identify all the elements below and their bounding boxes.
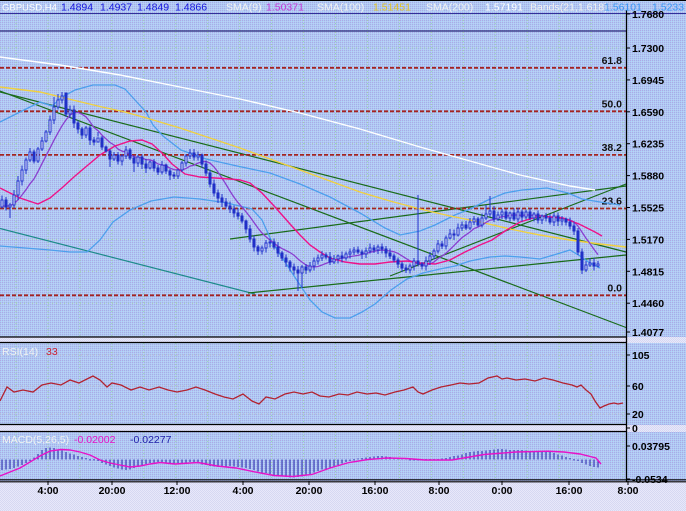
svg-text:105: 105 (632, 350, 650, 362)
svg-text:1.4077: 1.4077 (632, 327, 664, 339)
svg-text:SMA(200): SMA(200) (426, 2, 473, 14)
svg-text:1.6590: 1.6590 (632, 107, 664, 119)
svg-text:0:00: 0:00 (491, 485, 512, 497)
svg-text:1.4460: 1.4460 (632, 298, 664, 310)
svg-text:12:00: 12:00 (164, 485, 191, 497)
svg-text:8:00: 8:00 (428, 485, 449, 497)
svg-text:1.57191: 1.57191 (485, 2, 523, 14)
svg-text:1.6235: 1.6235 (632, 139, 664, 151)
svg-text:33: 33 (46, 346, 58, 358)
svg-text:61.8: 61.8 (602, 55, 623, 67)
svg-text:4:00: 4:00 (232, 485, 253, 497)
svg-text:38.2: 38.2 (602, 142, 623, 154)
svg-text:60: 60 (632, 381, 644, 393)
svg-text:1.4866: 1.4866 (175, 2, 207, 14)
svg-text:1.5525: 1.5525 (632, 203, 664, 215)
svg-text:1.4937: 1.4937 (100, 2, 132, 14)
svg-text:1.4849: 1.4849 (137, 2, 169, 14)
svg-text:1.7680: 1.7680 (632, 9, 664, 21)
svg-text:SMA(9): SMA(9) (226, 2, 262, 14)
svg-text:1.6945: 1.6945 (632, 75, 664, 87)
svg-text:-0.02277: -0.02277 (130, 434, 172, 446)
svg-text:Bands(21,1.618): Bands(21,1.618) (530, 2, 608, 14)
svg-text:1.4815: 1.4815 (632, 266, 664, 278)
svg-text:16:00: 16:00 (362, 485, 389, 497)
svg-text:MACD(5,26,5): MACD(5,26,5) (2, 434, 69, 446)
svg-text:1.56101: 1.56101 (604, 2, 642, 14)
svg-text:1.50371: 1.50371 (266, 2, 304, 14)
svg-text:RSI(14): RSI(14) (2, 346, 38, 358)
svg-text:20:00: 20:00 (99, 485, 126, 497)
svg-text:GBPUSD,H4: GBPUSD,H4 (2, 3, 57, 14)
svg-text:0.0: 0.0 (607, 282, 622, 294)
svg-text:4:00: 4:00 (37, 485, 58, 497)
svg-text:-0.0534: -0.0534 (632, 474, 668, 486)
svg-text:SMA(100): SMA(100) (317, 2, 364, 14)
svg-text:20: 20 (632, 409, 644, 421)
svg-text:0: 0 (632, 423, 638, 435)
svg-text:1.5233: 1.5233 (652, 2, 684, 14)
svg-text:8:00: 8:00 (617, 485, 638, 497)
svg-text:50.0: 50.0 (602, 98, 623, 110)
svg-text:23.6: 23.6 (602, 196, 623, 208)
svg-text:1.51451: 1.51451 (373, 2, 411, 14)
svg-text:20:00: 20:00 (296, 485, 323, 497)
svg-text:1.5880: 1.5880 (632, 171, 664, 183)
svg-text:0.03795: 0.03795 (632, 441, 670, 453)
svg-text:-0.02002: -0.02002 (74, 434, 116, 446)
svg-text:1.7300: 1.7300 (632, 43, 664, 55)
svg-text:16:00: 16:00 (556, 485, 583, 497)
svg-text:1.4894: 1.4894 (61, 2, 93, 14)
svg-text:1.5170: 1.5170 (632, 234, 664, 246)
